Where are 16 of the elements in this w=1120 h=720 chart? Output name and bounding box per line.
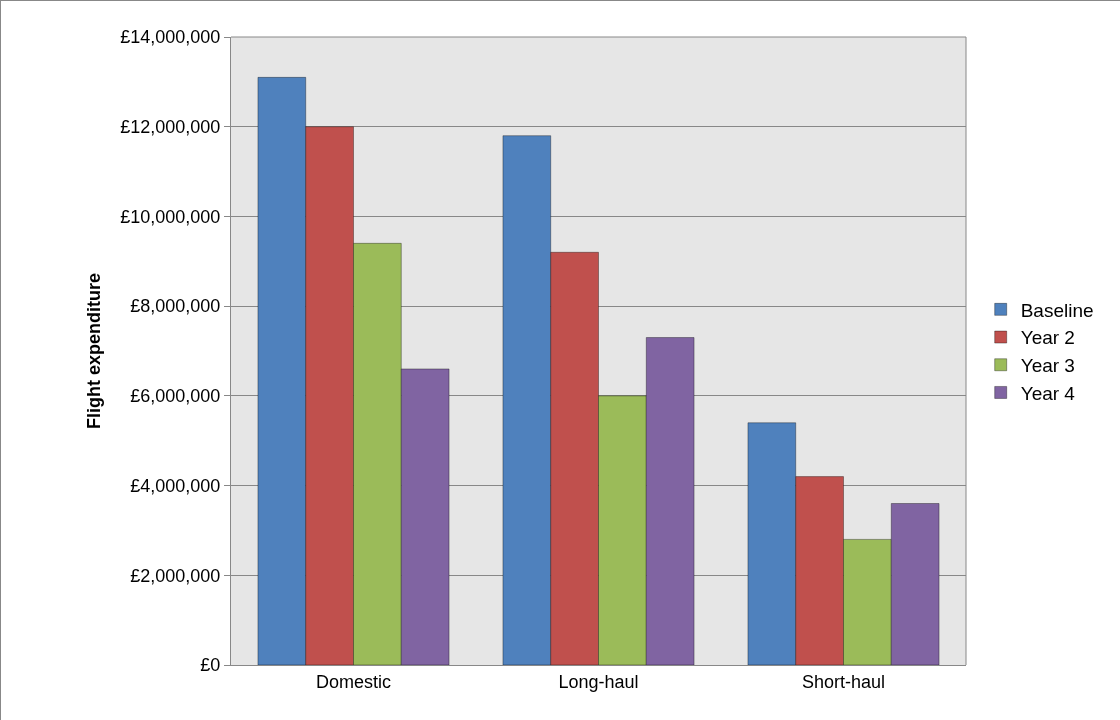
- y-tick-label: £0: [200, 655, 221, 676]
- y-tick-label: £14,000,000: [120, 27, 221, 48]
- y-axis-title: Flight expenditure: [84, 272, 105, 430]
- y-tick-label: £2,000,000: [130, 565, 221, 586]
- y-tick-label: £6,000,000: [130, 386, 221, 407]
- y-tick-label: £10,000,000: [120, 206, 221, 227]
- legend-label: Year 3: [1020, 355, 1075, 377]
- x-tick-label: Long-haul: [558, 671, 639, 692]
- legend-label: Baseline: [1020, 299, 1094, 321]
- x-tick-label: Domestic: [315, 671, 392, 692]
- y-tick-label: £8,000,000: [130, 296, 221, 317]
- y-tick-label: £4,000,000: [130, 475, 221, 496]
- y-tick-label: £12,000,000: [120, 117, 221, 138]
- x-tick-label: Short-haul: [801, 671, 886, 692]
- legend-label: Year 4: [1020, 382, 1076, 404]
- legend-label: Year 2: [1020, 327, 1075, 349]
